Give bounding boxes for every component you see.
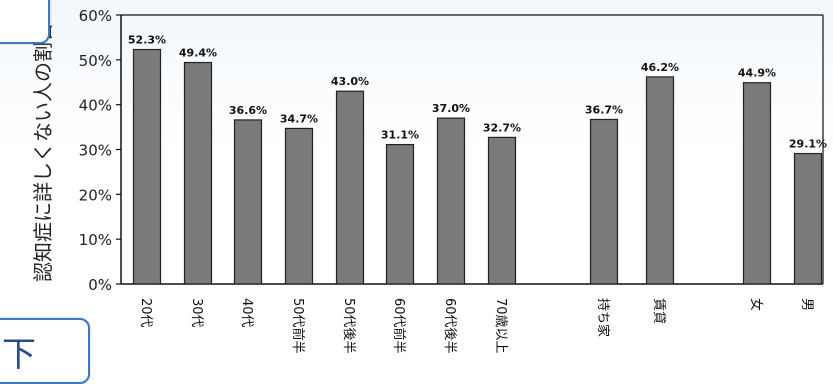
bars [132,48,823,285]
value-labels: 52.3% 49.4% 36.6% 34.7% 43.0% 31.1% 37.0% 32.7%… [128,34,827,151]
x-tick-label: 50代後半 [341,298,356,354]
y-tick-label: 50% [79,52,112,70]
corner-badge-bottom: 下 [0,318,90,384]
x-tick-label: 70歳以上 [493,298,508,354]
y-tick-label: 30% [79,142,112,160]
bar [793,152,823,285]
bar [385,143,415,285]
x-tick-label: 50代前半 [290,298,306,354]
data-label: 49.4% [179,47,217,60]
y-tick-label: 40% [79,97,112,115]
bar [487,136,517,285]
bar [589,118,619,285]
y-ticks: 0% 10% 20% 30% 40% 50% 60% [79,7,121,294]
data-label: 29.1% [789,138,827,151]
y-tick-label: 60% [79,7,112,25]
data-label: 46.2% [641,61,679,74]
x-tick-label: 60代後半 [442,298,457,354]
x-tick-label: 女 [748,298,764,311]
data-label: 36.7% [585,103,623,116]
data-label: 32.7% [483,121,521,134]
bar [183,61,213,285]
x-tick-label: 60代前半 [391,298,407,354]
data-label: 34.7% [280,112,318,125]
bar [436,117,466,285]
bar [645,76,675,285]
x-category-labels: 20代 30代 40代 50代前半 50代後半 60代前半 60代後半 70歳以上 持ち家 賃貸 女… [138,298,814,354]
badge-bottom-label: 下 [2,335,36,375]
data-label: 52.3% [128,34,166,47]
bar-chart: 認知症に詳しくない人の割合 0% 10% 20% 30% 40% 50% 60% 52.3%… [31,7,827,354]
bar [132,48,162,285]
data-label: 37.0% [432,102,470,115]
data-label: 43.0% [331,75,369,88]
bar [284,127,314,285]
bar [233,119,263,285]
x-tick-label: 30代 [189,298,204,328]
x-tick-label: 賃貸 [651,298,667,324]
y-tick-label: 10% [79,231,112,249]
x-tick-label: 男 [799,298,814,311]
data-label: 31.1% [381,129,419,142]
plot-frame [120,14,824,285]
x-tick-label: 20代 [138,298,153,328]
data-label: 44.9% [738,67,776,80]
x-tick-label: 40代 [239,298,254,328]
y-axis-title: 認知症に詳しくない人の割合 [31,22,55,282]
y-tick-label: 0% [88,276,112,294]
bar [742,82,772,285]
y-axis-label: 認知症に詳しくない人の割合 [31,22,55,282]
x-tick-label: 持ち家 [595,298,611,337]
corner-badge-top [0,0,50,44]
y-tick-label: 20% [79,186,112,204]
data-label: 36.6% [229,104,267,117]
bar [335,90,365,285]
